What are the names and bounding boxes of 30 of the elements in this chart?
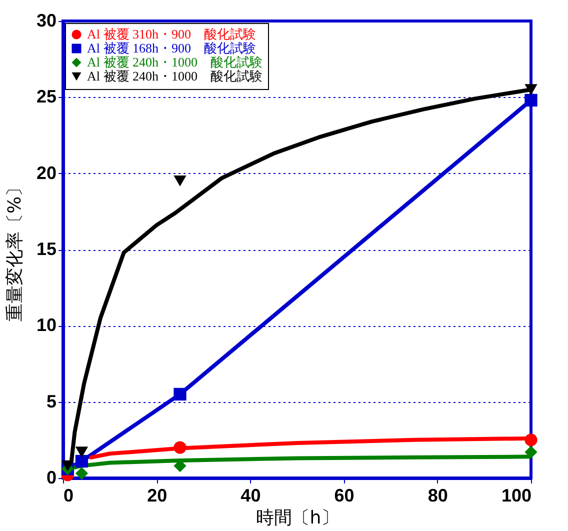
point [75, 454, 88, 468]
point [524, 84, 538, 96]
y-tick-label: 25 [36, 86, 56, 107]
y-axis-title: 重量変化率〔%〕 [4, 178, 26, 322]
y-tick-label: 30 [36, 10, 56, 30]
y-tick-label: 10 [36, 315, 56, 336]
point [524, 434, 538, 446]
x-tick-label: 80 [428, 486, 448, 506]
x-tick-label: 0 [64, 486, 74, 506]
y-tick-label: 5 [46, 391, 56, 412]
legend-label: Al 被覆 240h・1000 酸化試験 [87, 68, 262, 84]
x-tick-label: 100 [501, 486, 532, 506]
y-tick-label: 15 [36, 239, 56, 259]
x-tick-label: 40 [240, 486, 261, 506]
point [174, 175, 186, 186]
point [174, 441, 186, 454]
x-tick-label: 60 [334, 486, 354, 506]
point [61, 460, 74, 472]
point [174, 388, 186, 401]
point [75, 467, 88, 480]
point [524, 446, 538, 458]
point [524, 94, 538, 107]
y-tick-label: 0 [46, 468, 56, 488]
legend-label: Al 被覆 240h・1000 酸化試験 [87, 54, 262, 70]
y-tick-label: 20 [36, 162, 56, 183]
x-tick-label: 20 [147, 486, 168, 506]
legend-label: Al 被覆 168h・900 酸化試験 [87, 40, 256, 56]
legend-label: Al 被覆 310h・900 酸化試験 [87, 26, 256, 42]
x-axis-title: 時間〔h〕 [256, 508, 340, 528]
point [75, 446, 88, 458]
